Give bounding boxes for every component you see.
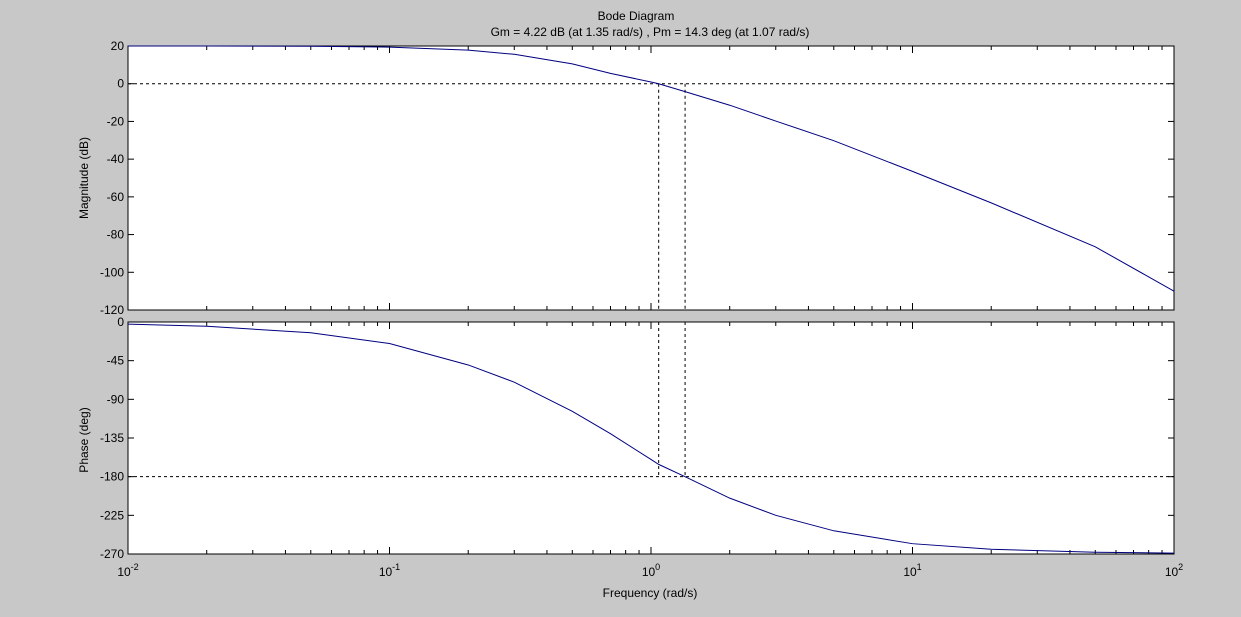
magnitude-ytick-label: -80	[107, 228, 125, 242]
phase-ytick-label: -180	[100, 470, 124, 484]
magnitude-series-line	[127, 45, 1175, 292]
phase-axes: 0 -45 -90 -135 -180 -225 -270	[100, 315, 1175, 561]
phase-ytick-label: -90	[107, 392, 125, 406]
phase-plot-area	[127, 321, 1175, 555]
magnitude-ticks: 20 0 -20 -40 -60 -80 -100 -120	[100, 39, 1175, 317]
x-tick-label: 102	[1165, 562, 1183, 579]
magnitude-axes: 20 0 -20 -40 -60 -80 -100 -120	[100, 39, 1175, 317]
magnitude-ytick-label: -20	[107, 114, 125, 128]
x-tick-label: 10-2	[117, 562, 138, 579]
x-axis-label: Frequency (rad/s)	[603, 586, 698, 600]
phase-ytick-label: 0	[117, 315, 124, 329]
phase-ytick-label: -135	[100, 431, 124, 445]
phase-reference-lines	[128, 322, 1174, 478]
magnitude-ylabel: Magnitude (dB)	[77, 137, 91, 219]
phase-series-line	[127, 323, 1175, 554]
magnitude-ytick-label: 0	[117, 77, 124, 91]
magnitude-ytick-label: -60	[107, 190, 125, 204]
phase-ticks: 0 -45 -90 -135 -180 -225 -270	[100, 315, 1175, 561]
phase-ylabel: Phase (deg)	[77, 407, 91, 472]
magnitude-reference-lines	[128, 83, 1174, 310]
chart-title: Bode Diagram	[598, 9, 675, 23]
x-tick-label: 100	[642, 562, 660, 579]
x-tick-label: 101	[903, 562, 921, 579]
magnitude-ytick-label: -100	[100, 265, 124, 279]
phase-ytick-label: -45	[107, 354, 125, 368]
x-tick-label: 10-1	[379, 562, 400, 579]
chart-subtitle: Gm = 4.22 dB (at 1.35 rad/s) , Pm = 14.3…	[491, 25, 810, 39]
magnitude-ytick-label: -40	[107, 152, 125, 166]
phase-ytick-label: -225	[100, 508, 124, 522]
magnitude-ytick-label: 20	[111, 39, 125, 53]
x-tick-labels: 10-2 10-1 100 101 102	[117, 562, 1183, 579]
magnitude-ytick-label: -120	[100, 303, 124, 317]
phase-ytick-label: -270	[100, 547, 124, 561]
magnitude-plot-area	[127, 45, 1175, 311]
